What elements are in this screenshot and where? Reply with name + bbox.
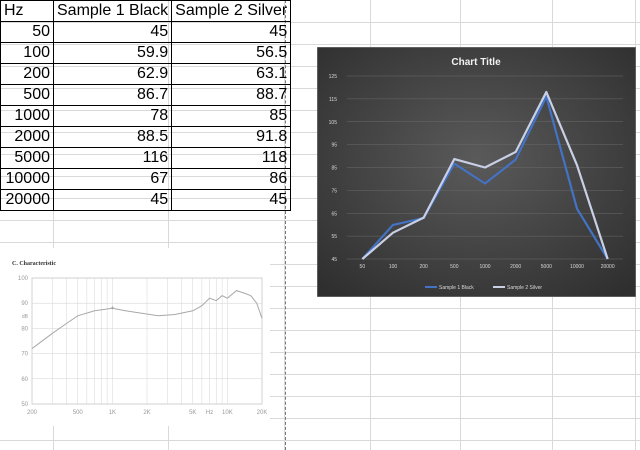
sheet-row-line bbox=[0, 374, 640, 375]
sheet-row-line bbox=[0, 352, 640, 353]
graph-y-label: 70 bbox=[21, 352, 28, 358]
table-row: 20000 45 45 bbox=[0, 189, 292, 211]
data-table: Hz Sample 1 Black Sample 2 Silver 50 45 … bbox=[0, 0, 292, 211]
graph-y-label: 90 bbox=[21, 301, 28, 307]
cell-sample-1[interactable]: 67 bbox=[52, 168, 173, 190]
x-tick-label: 50 bbox=[360, 264, 366, 270]
cell-sample-2[interactable]: 91.8 bbox=[171, 126, 292, 148]
graph-x-label: 200 bbox=[27, 410, 38, 416]
cell-sample-1[interactable]: 86.7 bbox=[52, 84, 173, 106]
y-tick-label: 65 bbox=[331, 211, 337, 217]
y-tick-label: 75 bbox=[331, 188, 337, 194]
x-tick-label: 1000 bbox=[479, 264, 490, 270]
cell-sample-2[interactable]: 45 bbox=[171, 21, 292, 43]
y-tick-label: 45 bbox=[331, 257, 337, 263]
cell-hz[interactable]: 100 bbox=[0, 42, 54, 64]
cell-sample-2[interactable]: 85 bbox=[171, 105, 292, 127]
sheet-row-line bbox=[0, 396, 640, 397]
sheet-row-line bbox=[0, 418, 640, 419]
table-row: 200 62.9 63.1 bbox=[0, 63, 292, 85]
cell-hz[interactable]: 500 bbox=[0, 84, 54, 106]
x-tick-label: 20000 bbox=[601, 264, 615, 270]
chart-title: Chart Title bbox=[451, 57, 501, 68]
sheet-row-line bbox=[0, 440, 640, 441]
graph-x-label: 10K bbox=[222, 410, 233, 416]
header-sample-2[interactable]: Sample 2 Silver bbox=[171, 0, 292, 22]
sheet-row-line bbox=[0, 308, 640, 309]
graph-x-label: 500 bbox=[73, 410, 84, 416]
header-sample-1[interactable]: Sample 1 Black bbox=[52, 0, 173, 22]
table-row: 50 45 45 bbox=[0, 21, 292, 43]
cell-sample-1[interactable]: 45 bbox=[52, 189, 173, 211]
cell-sample-2[interactable]: 45 bbox=[171, 189, 292, 211]
sheet-row-line bbox=[0, 330, 640, 331]
header-hz[interactable]: Hz bbox=[0, 0, 54, 22]
table-row: 10000 67 86 bbox=[0, 168, 292, 190]
graph-x-label: 2K bbox=[143, 410, 150, 416]
cell-sample-2[interactable]: 56.5 bbox=[171, 42, 292, 64]
cell-hz[interactable]: 5000 bbox=[0, 147, 54, 169]
cell-sample-1[interactable]: 59.9 bbox=[52, 42, 173, 64]
graph-x-label: 1K bbox=[109, 410, 116, 416]
cell-sample-2[interactable]: 86 bbox=[171, 168, 292, 190]
graph-y-label: 50 bbox=[21, 402, 28, 408]
table-header-row: Hz Sample 1 Black Sample 2 Silver bbox=[0, 0, 292, 22]
graph-x-label: 5K bbox=[189, 410, 196, 416]
cell-sample-2[interactable]: 88.7 bbox=[171, 84, 292, 106]
cell-hz[interactable]: 1000 bbox=[0, 105, 54, 127]
graph-y-label: 80 bbox=[21, 326, 28, 332]
page-break-line bbox=[285, 0, 286, 450]
table-row: 500 86.7 88.7 bbox=[0, 84, 292, 106]
cell-hz[interactable]: 50 bbox=[0, 21, 54, 43]
characteristic-graph-image: C. Characteristic 100 90 80 70 60 50 dB 200 500 1K… bbox=[0, 248, 270, 426]
table-row: 2000 88.5 91.8 bbox=[0, 126, 292, 148]
cell-sample-1[interactable]: 78 bbox=[52, 105, 173, 127]
cell-hz[interactable]: 200 bbox=[0, 63, 54, 85]
cell-sample-1[interactable]: 116 bbox=[52, 147, 173, 169]
cell-sample-2[interactable]: 118 bbox=[171, 147, 292, 169]
graph-response-curve bbox=[31, 290, 263, 349]
cell-hz[interactable]: 20000 bbox=[0, 189, 54, 211]
cell-hz[interactable]: 2000 bbox=[0, 126, 54, 148]
sheet-row-line bbox=[0, 44, 640, 45]
legend-label: Sample 1 Black bbox=[439, 285, 474, 291]
x-tick-label: 10000 bbox=[570, 264, 584, 270]
series-line-sample-2 bbox=[361, 90, 609, 260]
sheet-row-line bbox=[0, 22, 640, 23]
table-row: 5000 116 118 bbox=[0, 147, 292, 169]
graph-title: C. Characteristic bbox=[12, 261, 56, 267]
graph-x-label: Hz bbox=[206, 410, 213, 416]
sheet-column-line bbox=[168, 0, 169, 450]
cell-sample-1[interactable]: 62.9 bbox=[52, 63, 173, 85]
cell-sample-2[interactable]: 63.1 bbox=[171, 63, 292, 85]
x-tick-label: 200 bbox=[419, 264, 428, 270]
cell-sample-1[interactable]: 45 bbox=[52, 21, 173, 43]
sheet-column-line bbox=[53, 0, 54, 450]
line-chart[interactable]: Chart Title 45 55 65 75 85 95 105 115 125 50 100 200… bbox=[317, 47, 636, 297]
series-line-sample-1 bbox=[361, 95, 609, 260]
chart-background bbox=[317, 47, 636, 297]
graph-x-label: 20K bbox=[257, 410, 268, 416]
x-tick-label: 500 bbox=[450, 264, 459, 270]
y-tick-label: 95 bbox=[331, 143, 337, 149]
y-tick-label: 115 bbox=[329, 97, 337, 103]
legend-label: Sample 2 Silver bbox=[507, 285, 542, 291]
y-tick-label: 85 bbox=[331, 166, 337, 172]
x-tick-label: 5000 bbox=[541, 264, 552, 270]
graph-unit-label: dB bbox=[22, 314, 29, 320]
x-tick-label: 100 bbox=[389, 264, 398, 270]
graph-y-label: 60 bbox=[21, 377, 28, 383]
y-tick-label: 125 bbox=[329, 74, 338, 80]
graph-marker-icon: + bbox=[110, 305, 114, 312]
graph-background bbox=[0, 248, 270, 426]
table-row: 100 59.9 56.5 bbox=[0, 42, 292, 64]
cell-hz[interactable]: 10000 bbox=[0, 168, 54, 190]
x-tick-label: 2000 bbox=[510, 264, 521, 270]
y-tick-label: 105 bbox=[329, 120, 338, 126]
graph-y-label: 100 bbox=[18, 276, 29, 282]
table-row: 1000 78 85 bbox=[0, 105, 292, 127]
sheet-column-line bbox=[284, 0, 285, 450]
y-tick-label: 55 bbox=[331, 234, 337, 240]
cell-sample-1[interactable]: 88.5 bbox=[52, 126, 173, 148]
